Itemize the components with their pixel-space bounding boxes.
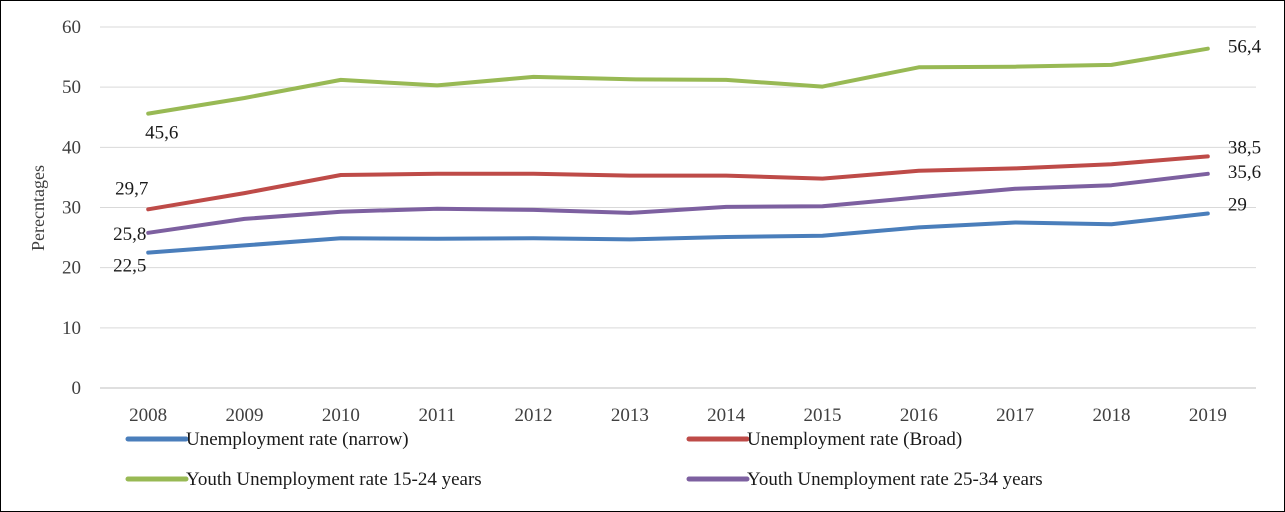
legend-label: Unemployment rate (Broad) bbox=[747, 429, 962, 450]
data-label: 22,5 bbox=[113, 256, 146, 277]
y-tick-label: 50 bbox=[62, 77, 81, 98]
y-tick-label: 40 bbox=[62, 137, 81, 158]
data-label: 29,7 bbox=[115, 178, 148, 199]
x-tick-label: 2013 bbox=[611, 405, 649, 426]
x-tick-label: 2018 bbox=[1093, 405, 1131, 426]
y-axis-title: Perecntages bbox=[28, 165, 48, 251]
y-tick-label: 20 bbox=[62, 258, 81, 279]
x-tick-label: 2010 bbox=[322, 405, 360, 426]
series-line-2 bbox=[146, 154, 1210, 212]
axes: 0 10 20 30 40 50 60 2008 2009 2010 2011 2012 2013 201… bbox=[62, 17, 1227, 426]
x-tick-label: 2011 bbox=[419, 405, 456, 426]
series-line-1 bbox=[146, 211, 1210, 255]
x-tick-label: 2009 bbox=[226, 405, 264, 426]
x-tick-label: 2014 bbox=[707, 405, 746, 426]
x-tick-label: 2019 bbox=[1189, 405, 1227, 426]
x-tick-label: 2008 bbox=[129, 405, 167, 426]
legend-label: Youth Unemployment rate 15-24 years bbox=[186, 469, 482, 490]
data-label: 45,6 bbox=[145, 123, 178, 144]
data-label: 35,6 bbox=[1228, 162, 1261, 183]
x-tick-label: 2017 bbox=[996, 405, 1034, 426]
series-lines bbox=[146, 46, 1210, 255]
series-line-3 bbox=[146, 46, 1210, 116]
y-tick-label: 60 bbox=[62, 17, 81, 38]
data-labels: 22,5 29 29,7 38,5 45,6 56,4 25,8 35,6 bbox=[113, 37, 1261, 277]
data-label: 29 bbox=[1228, 195, 1247, 216]
legend-label: Unemployment rate (narrow) bbox=[186, 429, 409, 450]
y-tick-label: 30 bbox=[62, 198, 81, 219]
x-tick-label: 2012 bbox=[515, 405, 553, 426]
data-label: 38,5 bbox=[1228, 137, 1261, 158]
legend: Unemployment rate (narrow) Unemployment r… bbox=[125, 429, 1043, 490]
series-line-4 bbox=[146, 171, 1210, 235]
data-label: 25,8 bbox=[113, 224, 146, 245]
legend-label: Youth Unemployment rate 25-34 years bbox=[747, 469, 1043, 490]
data-label: 56,4 bbox=[1228, 37, 1262, 58]
x-tick-label: 2015 bbox=[804, 405, 842, 426]
x-tick-label: 2016 bbox=[900, 405, 938, 426]
y-tick-label: 0 bbox=[72, 378, 82, 399]
y-tick-label: 10 bbox=[62, 318, 81, 339]
